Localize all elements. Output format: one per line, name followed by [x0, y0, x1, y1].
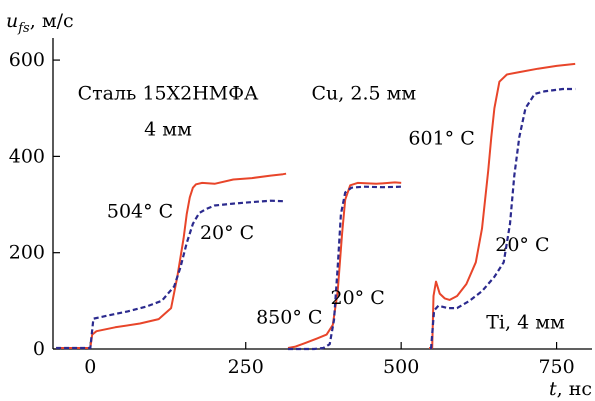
axes: 0 250 500 750 0 200 400 600 [9, 38, 592, 378]
series-line-2 [56, 199, 284, 350]
annotation-steel-thickness: 4 мм [144, 119, 192, 141]
x-tick-label: 500 [383, 356, 419, 378]
annotation-cu-hot: 850° C [256, 306, 322, 328]
annotation-steel-title: Сталь 15Х2НМФА [78, 83, 259, 105]
series-line-6 [429, 87, 576, 350]
annotation-ti-hot: 601° C [408, 127, 474, 149]
series-line-4 [288, 185, 402, 351]
annotation-cu-cold: 20° C [331, 287, 385, 309]
series-line-5 [429, 62, 576, 349]
y-tick-label: 0 [33, 338, 45, 360]
x-tick-label: 250 [228, 356, 264, 378]
series-line-3 [287, 181, 402, 349]
y-tick-label: 600 [9, 49, 45, 71]
series-line-1 [56, 172, 287, 349]
annotations: Сталь 15Х2НМФА 4 мм Cu, 2.5 мм Ti, 4 мм 504°… [6, 10, 592, 400]
annotation-steel-hot: 504° C [107, 201, 173, 223]
x-axis-title: t, нс [549, 378, 592, 400]
y-tick-label: 400 [9, 145, 45, 167]
x-tick-label: 750 [538, 356, 574, 378]
annotation-ti-title: Ti, 4 мм [486, 311, 565, 333]
y-tick-label: 200 [9, 242, 45, 264]
series-group [56, 62, 576, 351]
annotation-steel-cold: 20° C [200, 222, 254, 244]
annotation-ti-cold: 20° C [495, 234, 549, 256]
x-tick-label: 0 [84, 356, 96, 378]
annotation-cu-title: Cu, 2.5 мм [312, 83, 417, 105]
y-axis-title: ufs, м/с [6, 10, 74, 36]
